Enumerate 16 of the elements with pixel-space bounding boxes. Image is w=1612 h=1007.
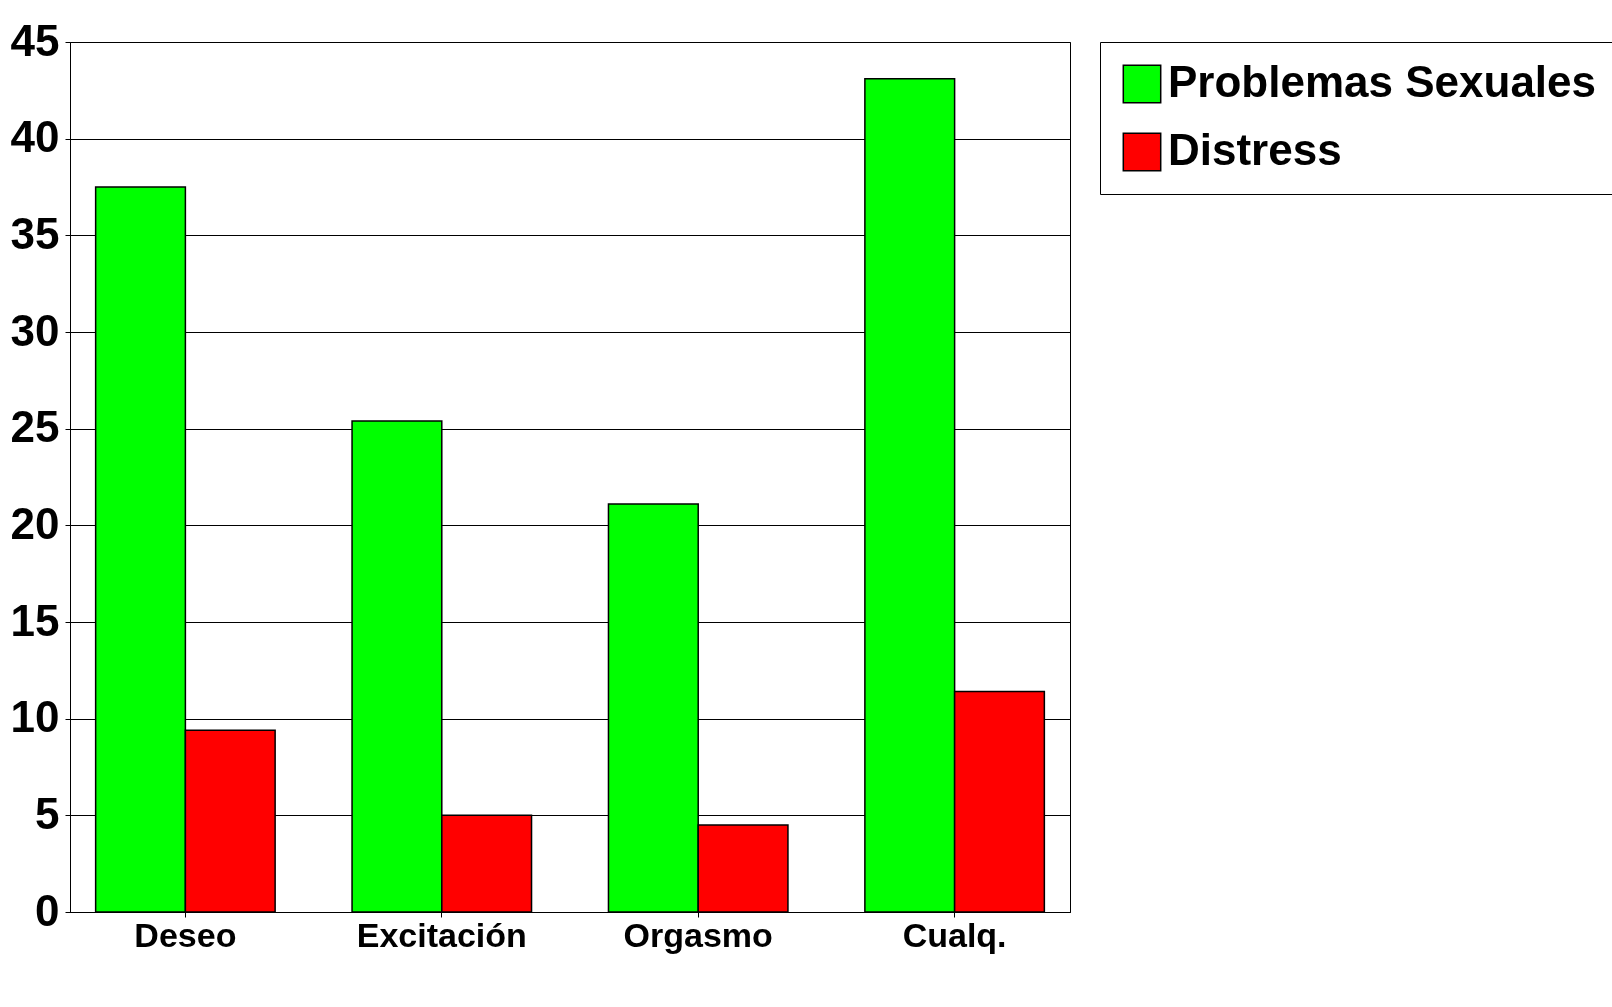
legend-label: Distress xyxy=(1168,125,1342,174)
legend-label: Problemas Sexuales xyxy=(1168,57,1597,106)
y-tick-label: 10 xyxy=(10,692,60,742)
y-tick-label: 40 xyxy=(10,112,60,162)
y-tick-label: 5 xyxy=(35,788,60,838)
y-tick-label: 35 xyxy=(10,208,60,258)
x-tick-label: Cualq. xyxy=(902,915,1007,954)
y-tick-label: 30 xyxy=(10,305,60,355)
y-tick-label: 45 xyxy=(10,15,60,65)
y-tick-label: 25 xyxy=(10,402,60,452)
x-tick-label: Orgasmo xyxy=(623,915,773,954)
x-tick-label: Excitación xyxy=(356,915,527,954)
y-tick-label: 0 xyxy=(35,885,60,935)
x-tick-label: Deseo xyxy=(134,915,237,954)
y-tick-label: 20 xyxy=(10,498,60,548)
y-tick-label: 15 xyxy=(10,595,60,645)
